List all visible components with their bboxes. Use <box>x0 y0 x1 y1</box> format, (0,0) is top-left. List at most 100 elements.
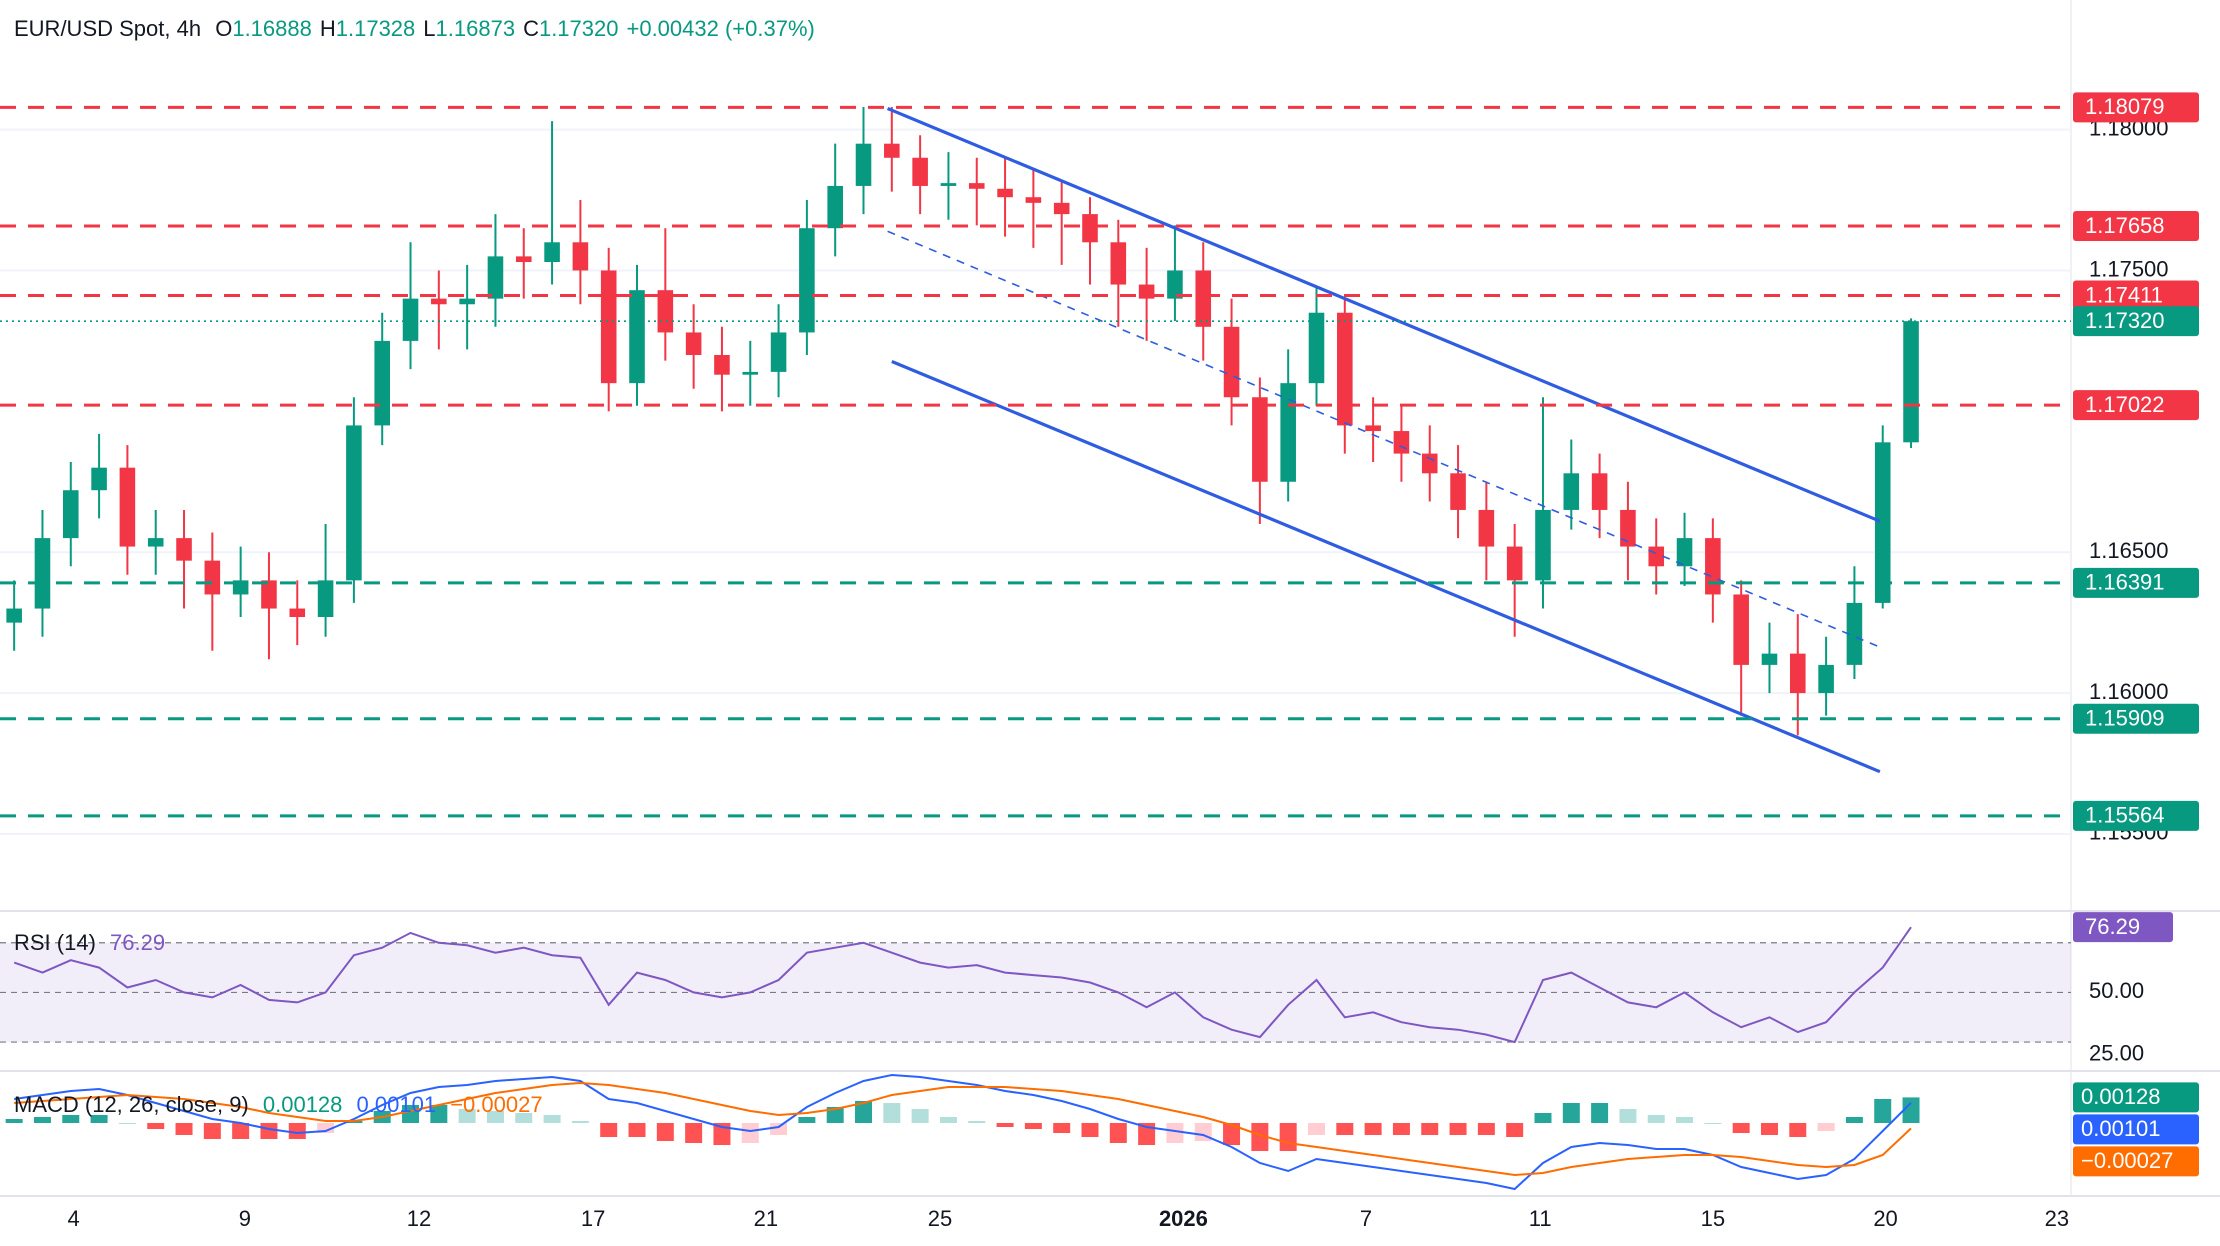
candle-body <box>1478 509 1495 547</box>
macd-histogram-bar <box>1732 1123 1750 1133</box>
candle-body <box>544 242 560 263</box>
macd-histogram-bar <box>5 1119 23 1123</box>
candle-body <box>884 143 900 158</box>
candle-body <box>6 608 22 623</box>
candle-body <box>827 185 843 229</box>
macd-histogram-bar <box>628 1123 646 1137</box>
macd-histogram-bar <box>1421 1123 1439 1135</box>
level-label: 1.17022 <box>2085 392 2165 417</box>
y-tick-label: 50.00 <box>2089 978 2144 1003</box>
macd-histogram-bar <box>1619 1109 1637 1123</box>
candle-body <box>629 290 645 384</box>
macd-histogram-bar <box>685 1123 703 1143</box>
macd-histogram-bar <box>1789 1123 1807 1137</box>
candle-body <box>1506 546 1523 581</box>
candle-body <box>968 183 985 189</box>
level-label-box <box>2073 210 2199 241</box>
candle-body <box>515 256 532 263</box>
macd-histogram-bar <box>1166 1123 1184 1143</box>
macd-histogram-bar <box>1845 1117 1863 1123</box>
ohlc-key: H <box>319 16 336 41</box>
candle-body <box>1535 509 1551 581</box>
macd-signal-value: −0.00027 <box>450 1092 543 1117</box>
macd-label: 0.00101 <box>2081 1116 2161 1141</box>
candle-body <box>855 143 872 186</box>
rsi-line <box>13 926 1912 1044</box>
y-tick-label: 1.16000 <box>2089 679 2169 704</box>
trend-line <box>886 106 1881 523</box>
candle-body <box>147 538 164 547</box>
candle-body <box>176 538 192 561</box>
macd-histogram-bar <box>1279 1123 1297 1151</box>
level-label-box <box>2073 306 2199 337</box>
macd-histogram-bar <box>515 1113 533 1123</box>
macd-histogram-bar <box>203 1123 221 1139</box>
macd-histogram-bar <box>458 1109 476 1123</box>
x-tick-label: 7 <box>1360 1206 1372 1231</box>
candle-body <box>799 228 815 333</box>
x-tick-label: 23 <box>2045 1206 2069 1231</box>
macd-histogram-bar <box>1449 1123 1467 1135</box>
macd-histogram-bar <box>741 1123 759 1143</box>
macd-histogram-bar <box>1534 1113 1552 1123</box>
trend-line <box>887 230 1881 648</box>
candle-body <box>346 425 362 581</box>
candle-body <box>572 242 589 271</box>
candle-body <box>997 188 1013 198</box>
rsi-title: RSI (14) <box>14 930 96 955</box>
macd-histogram-bar <box>1817 1123 1835 1131</box>
macd-histogram-bar <box>232 1123 250 1139</box>
rsi-label-box <box>2073 912 2173 943</box>
macd-histogram-bar <box>798 1117 816 1123</box>
macd-histogram-bar <box>175 1123 193 1135</box>
macd-histogram-bar <box>1902 1097 1920 1123</box>
ohlc-key: C <box>523 16 539 41</box>
macd-histogram-bar <box>1874 1099 1892 1123</box>
macd-histogram-bar <box>571 1121 589 1123</box>
macd-line-value: 0.00101 <box>356 1092 437 1117</box>
candle-body <box>1223 326 1240 398</box>
macd-histogram-bar <box>33 1117 51 1123</box>
macd-histogram-bar <box>1477 1123 1495 1135</box>
macd-label: 0.00128 <box>2081 1084 2161 1109</box>
macd-histogram-bar <box>1760 1123 1778 1135</box>
macd-histogram-bar <box>1223 1123 1241 1145</box>
candle-body <box>1620 509 1636 547</box>
rsi-value: 76.29 <box>110 930 166 955</box>
level-label-box <box>2073 703 2199 734</box>
x-tick-label: 21 <box>754 1206 778 1231</box>
macd-histogram-bar <box>883 1103 901 1123</box>
y-tick-label: 1.17500 <box>2089 256 2169 281</box>
candle-body <box>912 157 928 186</box>
trend-line <box>891 359 1881 774</box>
candle-body <box>119 467 136 547</box>
candle-body <box>1337 312 1353 426</box>
level-label: 1.15909 <box>2085 706 2165 731</box>
level-label: 1.17658 <box>2085 213 2165 238</box>
macd-histogram-bar <box>1364 1123 1382 1135</box>
candle-body <box>940 183 957 186</box>
macd-label: −0.00027 <box>2081 1148 2173 1173</box>
macd-histogram-bar <box>1109 1123 1127 1143</box>
level-label: 1.17320 <box>2085 308 2165 333</box>
y-tick-label: 1.16500 <box>2089 538 2169 563</box>
candle-body <box>62 490 79 539</box>
x-tick-label: 20 <box>1873 1206 1897 1231</box>
x-tick-label: 25 <box>928 1206 952 1231</box>
candle-body <box>1195 270 1212 327</box>
macd-histogram-bar <box>62 1115 80 1123</box>
macd-title: MACD (12, 26, close, 9) <box>14 1092 249 1117</box>
x-tick-label: 2026 <box>1159 1206 1208 1231</box>
level-label: 1.16391 <box>2085 570 2165 595</box>
candle-body <box>459 298 475 305</box>
macd-histogram-bar <box>1081 1123 1099 1137</box>
candle-body <box>1421 453 1438 474</box>
macd-histogram-bar <box>939 1117 957 1123</box>
macd-hist-value: 0.00128 <box>262 1092 343 1117</box>
candle-body <box>1252 397 1268 482</box>
level-label: 1.18079 <box>2085 94 2165 119</box>
macd-histogram-bar <box>1308 1123 1325 1135</box>
macd-histogram-bar <box>1591 1103 1609 1123</box>
